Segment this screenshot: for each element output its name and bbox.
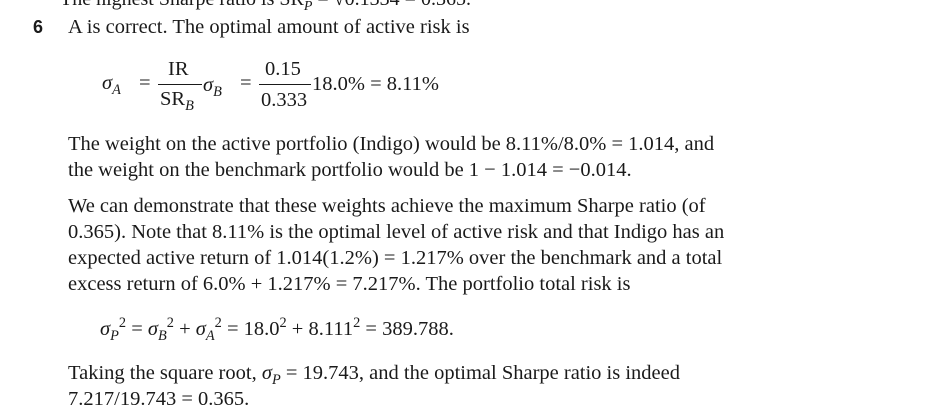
eq1-num2: 0.15 bbox=[265, 58, 301, 80]
eq1-den2: 0.333 bbox=[261, 89, 308, 111]
eq1-equals-2: = bbox=[240, 72, 252, 94]
para2-line4: excess return of 6.0% + 1.217% = 7.217%.… bbox=[68, 273, 631, 295]
para3-line1: Taking the square root, σP = 19.743, and… bbox=[68, 362, 681, 389]
eq1-sigma-b: σB bbox=[203, 74, 222, 101]
intro-text: A is correct. The optimal amount of acti… bbox=[68, 16, 470, 38]
eq1-sr: SRB bbox=[160, 88, 194, 115]
equation-total-risk: σP2 = σB2 + σA2 = 18.02 + 8.1112 = 389.7… bbox=[100, 315, 454, 345]
eq1-equals: = bbox=[139, 72, 151, 94]
para3-line2: 7.217/19.743 = 0.365. bbox=[68, 388, 250, 410]
para1-line2: the weight on the benchmark portfolio wo… bbox=[68, 159, 632, 181]
para1-line1: The weight on the active portfolio (Indi… bbox=[68, 133, 715, 155]
para2-line2: 0.365). Note that 8.11% is the optimal l… bbox=[68, 221, 725, 243]
para2-line3: expected active return of 1.014(1.2%) = … bbox=[68, 247, 723, 269]
eq1-fraction-bar-1 bbox=[158, 84, 202, 86]
item-number: 6 bbox=[33, 17, 44, 37]
eq1-lhs: σA bbox=[102, 72, 121, 99]
cut-off-line: The highest Sharpe ratio is SRP = √0.133… bbox=[60, 0, 471, 14]
eq1-result: 18.0% = 8.11% bbox=[312, 73, 439, 95]
para2-line1: We can demonstrate that these weights ac… bbox=[68, 195, 706, 217]
eq1-ir: IR bbox=[168, 58, 189, 80]
eq1-fraction-bar-2 bbox=[259, 84, 311, 86]
